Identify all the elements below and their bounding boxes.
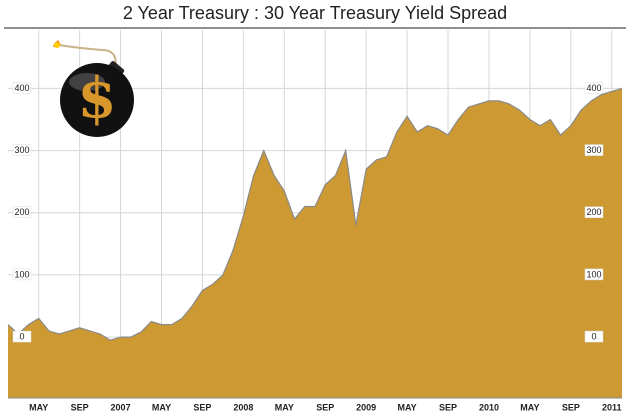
tick-label-box [584, 330, 604, 343]
tick-label-box [12, 330, 32, 343]
x-tick-label: 2010 [479, 402, 499, 412]
tick-label-box [12, 206, 32, 219]
x-tick-label: MAY [520, 402, 539, 412]
chart-title: 2 Year Treasury : 30 Year Treasury Yield… [123, 3, 507, 23]
x-tick-label: SEP [562, 402, 580, 412]
tick-label-box [584, 144, 604, 156]
y-tick-label-left: 300 [14, 145, 29, 155]
y-tick-label-left: 400 [14, 83, 29, 93]
x-tick-label: 2011 [602, 402, 622, 412]
y-tick-label-left: 0 [19, 331, 24, 341]
svg-text:$: $ [78, 66, 117, 132]
y-tick-label-right: 200 [586, 207, 601, 217]
tick-label-box [584, 268, 604, 281]
plot [7, 87, 623, 399]
x-tick-label: 2009 [356, 402, 376, 412]
x-tick-label: MAY [152, 402, 171, 412]
x-tick-label: MAY [398, 402, 417, 412]
tick-label-box [584, 206, 604, 219]
x-tick-label: SEP [71, 402, 89, 412]
y-tick-label-right: 0 [591, 331, 596, 341]
y-tick-label-left: 200 [14, 207, 29, 217]
x-tick-label: SEP [439, 402, 457, 412]
x-tick-label: 2007 [111, 402, 131, 412]
x-tick-label: MAY [29, 402, 48, 412]
y-tick-label-right: 400 [586, 83, 601, 93]
labels: 0 0 100 100 200 200 300 300 400 400 MAY SEP 2007 MAY S… [8, 82, 622, 412]
area [8, 88, 622, 399]
area-edge [7, 87, 623, 341]
bomb-icon: $ [53, 40, 134, 137]
x-tick-label: SEP [316, 402, 334, 412]
tick-label-box [12, 268, 32, 281]
x-tick-label: SEP [193, 402, 211, 412]
tick-label-box [12, 144, 32, 156]
x-tick-label: 2008 [233, 402, 253, 412]
x-tick-label: MAY [275, 402, 294, 412]
y-tick-label-right: 300 [586, 145, 601, 155]
tick-label-box [584, 82, 604, 94]
tick-label-box [12, 82, 32, 94]
y-tick-label-left: 100 [14, 269, 29, 279]
y-tick-label-right: 100 [586, 269, 601, 279]
